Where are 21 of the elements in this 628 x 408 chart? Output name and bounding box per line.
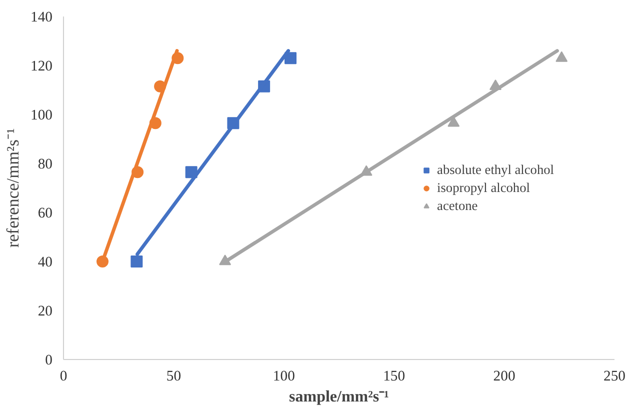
y-tick-label: 40 <box>38 254 52 270</box>
x-tick-label: 200 <box>493 368 516 384</box>
y-tick-label: 0 <box>45 352 52 368</box>
y-tick-label: 60 <box>38 206 52 222</box>
y-tick-label: 100 <box>30 108 52 124</box>
y-tick-label: 80 <box>38 156 52 172</box>
point <box>448 116 460 127</box>
x-tick-label: 100 <box>272 368 295 384</box>
x-axis-title: sample/mm²s⁻¹ <box>289 388 390 406</box>
y-axis-title: reference/mm²s⁻¹ <box>4 128 23 248</box>
x-tick-label: 250 <box>604 368 626 384</box>
y-tick-label: 120 <box>30 58 52 74</box>
x-tick-label: 50 <box>166 368 182 384</box>
x-tick-label: 150 <box>383 368 406 384</box>
legend-label: isopropyl alcohol <box>437 180 530 196</box>
point <box>130 256 143 268</box>
y-tick-label: 140 <box>30 10 52 26</box>
x-tick-label: 0 <box>60 368 68 384</box>
y-tick-label: 20 <box>38 304 52 320</box>
legend-label: absolute ethyl alcohol <box>437 162 554 178</box>
legend-label: acetone <box>437 198 478 214</box>
